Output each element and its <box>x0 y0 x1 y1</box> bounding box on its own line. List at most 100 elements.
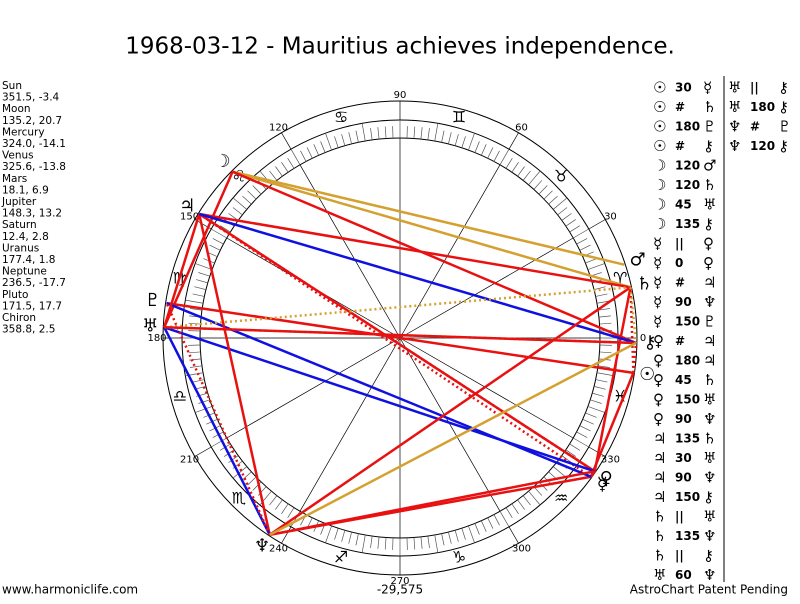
degree-tick <box>269 496 276 505</box>
degree-tick <box>588 406 605 412</box>
planet-glyph: ♀ <box>600 468 613 489</box>
sign-divider <box>195 447 211 457</box>
degree-tick <box>494 151 500 162</box>
aspect-type: 60 <box>675 568 692 582</box>
degree-tick <box>566 219 576 226</box>
degree-tick <box>512 504 519 514</box>
planet-coords: 236.5, -17.7 <box>2 277 66 289</box>
aspect-type: 120 <box>675 159 700 173</box>
planet-glyph: ♇ <box>145 290 161 311</box>
degree-tick <box>247 191 256 199</box>
degree-tick <box>588 263 605 269</box>
aspect-type: 180 <box>750 100 775 114</box>
aspect-planet: ♀ <box>653 391 664 409</box>
degree-tick <box>562 213 572 220</box>
degree-tick <box>506 158 512 168</box>
aspect-planet: ♄ <box>653 547 666 565</box>
degree-tick <box>442 131 444 143</box>
degree-tick <box>370 536 372 548</box>
aspect-planet: ♆ <box>703 293 716 311</box>
aspect-planet: ♅ <box>703 391 716 409</box>
aspect-type: || <box>675 510 684 524</box>
aspect-planet: ⚷ <box>703 488 714 506</box>
degree-tick <box>190 366 202 368</box>
aspect-planet: ☽ <box>653 196 666 214</box>
aspect-planet: ♃ <box>703 352 716 370</box>
planet-name: Uranus <box>2 242 39 254</box>
degree-tick <box>414 127 415 139</box>
degree-label: 120 <box>269 123 288 134</box>
aspect-planet: ♀ <box>653 371 664 389</box>
planet-glyph: ☽ <box>215 151 231 172</box>
degree-tick <box>281 162 288 172</box>
degree-tick <box>334 136 338 147</box>
chart-title: 1968-03-12 - Mauritius achieves independ… <box>125 34 675 60</box>
aspect-type: 90 <box>675 471 692 485</box>
degree-tick <box>281 504 288 514</box>
degree-tick <box>448 532 451 544</box>
aspect-planet: ♇ <box>703 313 716 331</box>
degree-tick <box>314 144 319 155</box>
aspect-planet: ☿ <box>703 79 712 97</box>
aspect-line <box>164 172 232 328</box>
degree-label: 210 <box>180 455 199 466</box>
planet-glyph: ♅ <box>142 316 158 337</box>
spoke <box>400 338 500 511</box>
degree-tick <box>544 191 553 199</box>
sign-divider <box>589 220 605 230</box>
aspect-planet: ♆ <box>728 137 741 155</box>
planet-name: Mercury <box>2 126 45 138</box>
planet-glyph: ♆ <box>254 535 270 556</box>
footer-left: www.harmoniclife.com <box>2 583 138 597</box>
aspect-type: 90 <box>675 412 692 426</box>
degree-tick <box>553 198 567 210</box>
aspect-planet: ☉ <box>653 98 666 116</box>
aspect-type: 45 <box>675 198 692 212</box>
degree-tick <box>577 432 588 438</box>
aspect-type: # <box>675 100 685 114</box>
degree-tick <box>325 133 331 150</box>
aspect-planet: ♅ <box>728 79 741 97</box>
degree-tick <box>307 147 312 158</box>
aspect-type: || <box>675 237 684 251</box>
degree-tick <box>600 323 612 324</box>
degree-tick <box>580 245 591 250</box>
degree-label: 330 <box>601 455 620 466</box>
aspect-planet: ♆ <box>728 118 741 136</box>
aspect-type: 30 <box>675 451 692 465</box>
degree-tick <box>198 272 209 276</box>
degree-tick <box>590 400 601 404</box>
degree-tick <box>213 238 224 244</box>
aspect-planet: ☉ <box>653 79 666 97</box>
degree-tick <box>349 132 352 144</box>
planet-name: Saturn <box>2 219 37 231</box>
degree-tick <box>570 226 580 232</box>
aspect-planet: ♀ <box>653 332 664 350</box>
aspect-type: 135 <box>675 432 700 446</box>
aspect-planet: ♄ <box>653 527 666 545</box>
degree-tick <box>481 144 486 155</box>
aspect-planet: ♅ <box>728 98 741 116</box>
degree-tick <box>385 127 386 139</box>
footer-right: AstroChart Patent Pending <box>630 583 788 597</box>
aspect-type: 120 <box>750 139 775 153</box>
planet-coords: 325.6, -13.8 <box>2 161 66 173</box>
degree-tick <box>512 162 519 172</box>
degree-tick <box>592 393 604 396</box>
degree-tick <box>325 526 331 543</box>
degree-tick <box>585 413 596 417</box>
degree-tick <box>558 207 567 214</box>
degree-tick <box>385 538 386 550</box>
aspect-type: 30 <box>675 81 692 95</box>
aspect-planet: ♄ <box>703 176 716 194</box>
aspect-line <box>233 172 625 265</box>
degree-tick <box>414 538 415 550</box>
degree-tick <box>428 128 430 140</box>
degree-tick <box>600 352 612 353</box>
degree-tick <box>462 528 466 539</box>
degree-tick <box>356 131 358 143</box>
aspect-planet: ♀ <box>653 410 664 428</box>
aspect-planet: ♄ <box>703 371 716 389</box>
aspect-planet: ☽ <box>653 215 666 233</box>
